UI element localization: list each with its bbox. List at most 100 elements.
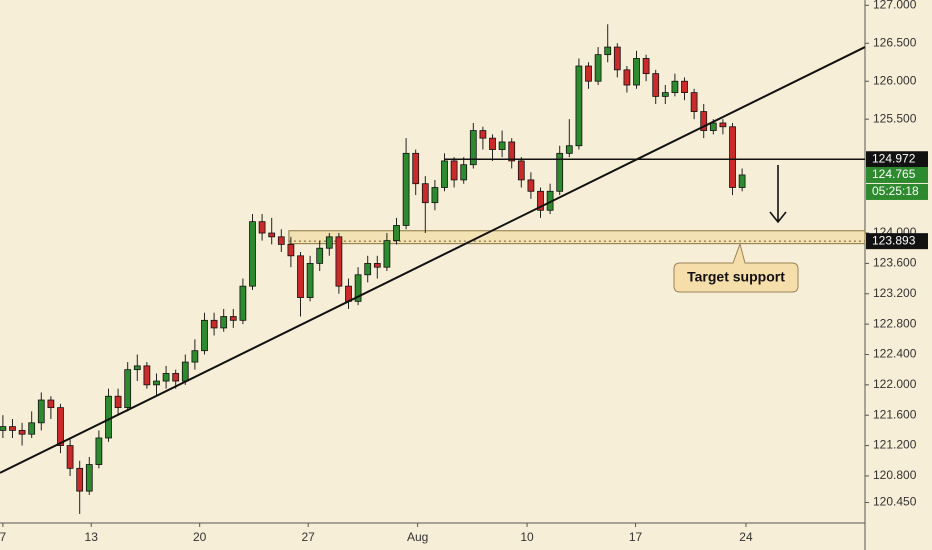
candle-body bbox=[325, 236, 333, 249]
resistance-label: 124.972 bbox=[872, 151, 916, 165]
candle-body bbox=[37, 399, 45, 424]
candle-body bbox=[124, 369, 132, 409]
candle-body bbox=[623, 69, 631, 86]
callout-text: Target support bbox=[687, 269, 785, 285]
candle-body bbox=[537, 190, 544, 211]
y-tick-label: 122.400 bbox=[873, 347, 917, 361]
candle-body bbox=[585, 65, 592, 82]
candle-body bbox=[431, 187, 439, 204]
support-zone bbox=[288, 230, 866, 245]
candle-body bbox=[316, 247, 324, 264]
candle-body bbox=[652, 73, 660, 97]
callout-box bbox=[673, 242, 799, 293]
candle-body bbox=[690, 92, 698, 112]
x-tick-label: 7 bbox=[0, 530, 7, 544]
candle-body bbox=[719, 122, 727, 128]
candle-body bbox=[191, 350, 199, 363]
last-price-label: 124.765 bbox=[872, 167, 916, 181]
candle-body bbox=[681, 80, 688, 94]
candle-body bbox=[229, 316, 237, 321]
candle-body bbox=[335, 236, 343, 287]
candle-body bbox=[85, 464, 93, 492]
candle-body bbox=[604, 46, 612, 56]
candle-body bbox=[345, 285, 352, 302]
candle-body bbox=[508, 141, 516, 162]
candle-body bbox=[181, 361, 189, 382]
candle-body bbox=[642, 58, 650, 75]
candle-body bbox=[393, 225, 400, 242]
candle-body bbox=[354, 274, 362, 302]
candle-body bbox=[479, 130, 487, 139]
candle-body bbox=[498, 141, 506, 150]
candle-body bbox=[249, 221, 256, 287]
candle-body bbox=[383, 240, 391, 268]
y-tick-label: 120.450 bbox=[873, 495, 917, 509]
y-tick-label: 122.800 bbox=[873, 316, 917, 330]
y-tick-label: 123.200 bbox=[873, 286, 917, 300]
resistance-label-bg bbox=[866, 151, 928, 168]
x-tick-label: 10 bbox=[520, 530, 534, 544]
y-tick-label: 121.600 bbox=[873, 407, 917, 421]
candle-body bbox=[633, 58, 640, 86]
y-tick-label: 125.500 bbox=[873, 111, 917, 125]
candle-body bbox=[489, 137, 496, 150]
candle-body bbox=[66, 445, 74, 469]
last-price-label-bg bbox=[866, 166, 928, 183]
y-tick-label: 126.000 bbox=[873, 73, 917, 87]
candle-body bbox=[277, 236, 285, 245]
support-label-bg bbox=[866, 233, 928, 250]
candle-body bbox=[201, 319, 208, 352]
candle-body bbox=[162, 373, 170, 382]
candle-body bbox=[47, 399, 55, 409]
candle-body bbox=[613, 46, 621, 71]
candle-body bbox=[469, 130, 477, 166]
down-arrow bbox=[769, 165, 787, 224]
candle-body bbox=[0, 426, 7, 431]
countdown-bg bbox=[866, 183, 928, 200]
candle-body bbox=[258, 221, 266, 234]
candle-body bbox=[575, 65, 583, 147]
x-tick-label: Aug bbox=[407, 530, 428, 544]
candle-body bbox=[594, 54, 602, 82]
candle-body bbox=[143, 365, 151, 386]
plot bbox=[0, 24, 866, 514]
candle-body bbox=[460, 164, 468, 181]
price-axis-bg bbox=[865, 0, 932, 550]
candle-body bbox=[220, 316, 228, 329]
x-tick-label: 17 bbox=[629, 530, 643, 544]
candle-body bbox=[306, 262, 314, 298]
y-tick-label: 121.200 bbox=[873, 438, 917, 452]
candle-body bbox=[565, 145, 573, 154]
candle-body bbox=[402, 152, 410, 226]
candle-body bbox=[172, 373, 180, 382]
x-tick-label: 27 bbox=[301, 530, 315, 544]
y-tick-label: 126.500 bbox=[873, 35, 917, 49]
candle-body bbox=[373, 262, 381, 268]
candle-body bbox=[105, 395, 112, 439]
candle-body bbox=[517, 160, 525, 181]
candle-body bbox=[95, 437, 103, 465]
y-tick-label: 127.000 bbox=[873, 0, 917, 11]
y-tick-label: 122.000 bbox=[873, 377, 917, 391]
candle-body bbox=[18, 429, 26, 435]
candle-body bbox=[28, 422, 36, 435]
candle-body bbox=[729, 126, 736, 188]
candle-body bbox=[210, 319, 218, 329]
candle-body bbox=[133, 365, 141, 371]
candle-body bbox=[287, 244, 295, 257]
candle-body bbox=[76, 467, 84, 492]
support-label: 123.893 bbox=[872, 233, 916, 247]
x-tick-label: 20 bbox=[193, 530, 207, 544]
candle-body bbox=[738, 174, 746, 188]
x-tick-label: 13 bbox=[85, 530, 99, 544]
candle-body bbox=[239, 285, 247, 321]
trendline bbox=[0, 46, 866, 474]
candle-body bbox=[441, 160, 448, 188]
candle-body bbox=[421, 183, 429, 204]
candle-body bbox=[297, 255, 304, 298]
candle-body bbox=[153, 380, 160, 386]
candle-body bbox=[700, 111, 708, 131]
candle-body bbox=[661, 92, 669, 97]
candle-body bbox=[364, 262, 372, 276]
